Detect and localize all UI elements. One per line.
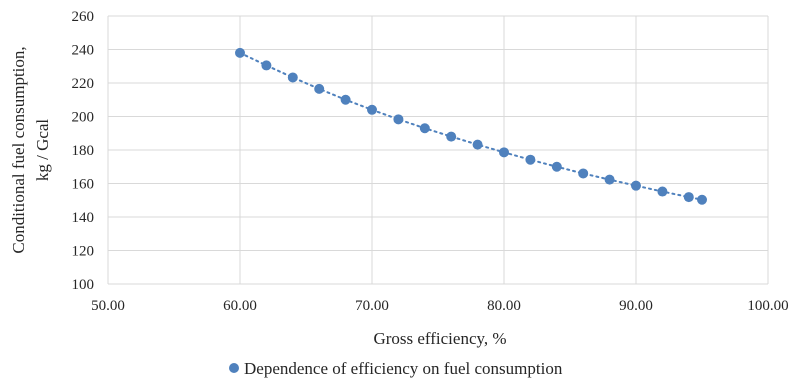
data-points <box>235 47 707 205</box>
y-axis-title: Conditional fuel consumption, kg / Gcal <box>9 46 52 253</box>
legend-marker <box>229 363 239 373</box>
y-tick-label: 160 <box>72 177 95 193</box>
data-point <box>393 114 404 125</box>
y-tick-labels: 100 120 140 160 180 200 220 240 260 <box>72 9 95 293</box>
x-tick-label: 100.00 <box>747 298 788 314</box>
data-point <box>551 161 562 172</box>
data-point <box>314 83 325 94</box>
y-tick-label: 220 <box>72 76 95 92</box>
y-tick-label: 180 <box>72 143 95 159</box>
y-tick-label: 120 <box>72 244 95 260</box>
y-tick-label: 140 <box>72 210 95 226</box>
data-point <box>261 60 272 71</box>
y-tick-label: 260 <box>72 9 95 25</box>
data-point <box>657 186 668 197</box>
data-point <box>340 94 351 105</box>
trendline-path <box>239 51 703 201</box>
legend-label: Dependence of efficiency on fuel consump… <box>244 359 563 378</box>
x-tick-labels: 50.00 60.00 70.00 80.00 90.00 100.00 <box>91 298 789 314</box>
y-axis-title-line-1: Conditional fuel consumption, <box>9 46 28 253</box>
data-point <box>287 72 298 83</box>
data-point <box>446 131 457 142</box>
y-tick-label: 200 <box>72 110 95 126</box>
data-point <box>499 147 509 158</box>
gridlines <box>107 15 769 285</box>
trendline <box>239 51 703 201</box>
data-point <box>235 47 245 58</box>
x-tick-label: 70.00 <box>355 298 389 314</box>
x-tick-label: 90.00 <box>619 298 653 314</box>
data-point <box>525 154 536 165</box>
x-tick-label: 60.00 <box>223 298 257 314</box>
data-point <box>472 139 483 150</box>
x-tick-label: 50.00 <box>91 298 125 314</box>
y-tick-label: 100 <box>72 277 95 293</box>
data-point <box>683 192 694 203</box>
y-tick-label: 240 <box>72 43 95 59</box>
data-point <box>697 194 707 205</box>
data-point <box>631 180 641 191</box>
x-tick-label: 80.00 <box>487 298 521 314</box>
legend: Dependence of efficiency on fuel consump… <box>229 359 563 378</box>
data-point <box>604 174 615 185</box>
data-point <box>419 123 430 134</box>
data-point <box>367 104 377 115</box>
y-axis-title-line-2: kg / Gcal <box>33 119 52 182</box>
x-axis-title: Gross efficiency, % <box>373 329 506 348</box>
data-point <box>578 168 589 179</box>
